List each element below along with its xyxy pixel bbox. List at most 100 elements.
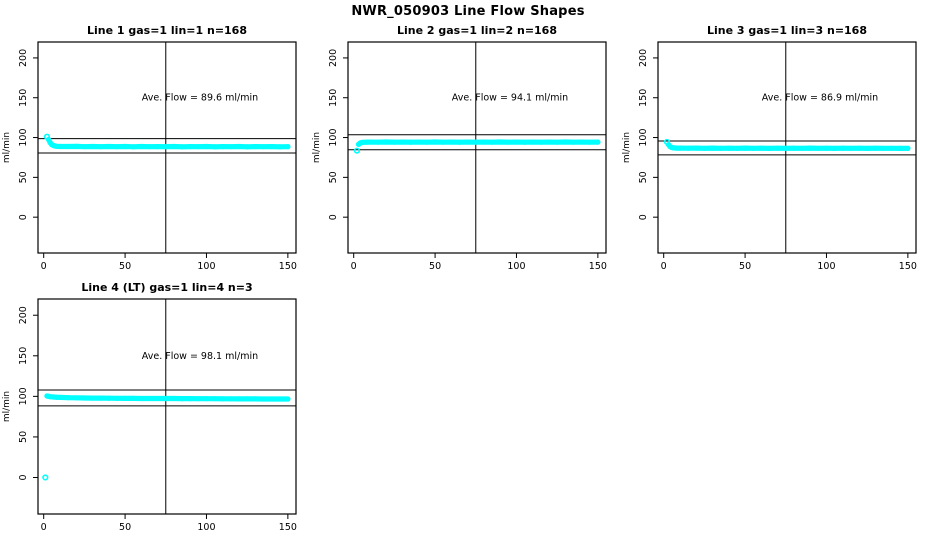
plot-2-data-point	[367, 139, 373, 145]
plot-2-data-point	[587, 139, 593, 145]
plot-1-data-point	[155, 144, 161, 150]
plot-3-data-point	[815, 145, 821, 151]
plot-3-avg-flow-annotation: Ave. Flow = 86.9 ml/min	[762, 93, 878, 104]
plot-4-data-point	[65, 395, 71, 401]
plot-4-data-point	[228, 396, 234, 402]
plot-4-data-point	[130, 395, 136, 401]
plot-2-data-point	[570, 139, 577, 145]
plot-3-data-point	[742, 145, 748, 151]
plot-2-outlier-point	[353, 147, 361, 154]
plot-4-data-point	[195, 396, 201, 402]
plot-4-x-tick-label: 0	[41, 522, 47, 533]
plot-4-data-point	[212, 396, 218, 402]
plot-1-avg-flow-annotation: Ave. Flow = 89.6 ml/min	[142, 93, 258, 104]
plot-3-data-point	[783, 145, 789, 151]
plot-3-data-point	[726, 145, 732, 151]
plot-2-y-tick-label: 200	[328, 49, 339, 67]
plot-1-data-point	[285, 144, 291, 150]
plot-3-data-point	[709, 145, 716, 151]
plot-2-data-point	[391, 139, 397, 145]
plot-1-data-point	[220, 144, 226, 150]
plot-4-data-point	[285, 396, 291, 402]
plot-1-outlier-point	[43, 133, 51, 140]
plot-4-data-point	[138, 395, 144, 402]
plot-1-x-tick-label: 150	[279, 261, 297, 272]
plot-2-y-tick-label: 150	[328, 89, 339, 107]
plot-3-data-point	[872, 145, 878, 151]
plot-2-data-point	[562, 139, 568, 145]
plot-3-x-tick-label: 100	[817, 261, 835, 272]
plot-2-data-point	[595, 139, 601, 145]
plot-1-data-point	[130, 144, 136, 150]
plot-4-data-point	[187, 396, 193, 402]
plot-1-data-point	[106, 143, 112, 150]
plot-1-y-tick-label: 50	[18, 171, 29, 183]
plot-2-data-point	[473, 139, 479, 145]
plot-2-data-point	[399, 139, 406, 145]
plot-3-x-tick-label: 0	[661, 261, 667, 272]
plot-3-title: Line 3 gas=1 lin=3 n=168	[707, 24, 867, 37]
plot-1-data-point	[268, 144, 275, 150]
plot-3-data-point	[750, 145, 756, 151]
plot-4-data-point	[146, 395, 153, 402]
plot-2-data-point	[513, 139, 520, 145]
plot-1-data-point	[89, 143, 96, 150]
plot-2-x-tick-label: 0	[351, 261, 357, 272]
plot-3-data-point	[685, 145, 691, 151]
plot-2-data-point	[416, 139, 422, 145]
plot-1-data-point	[195, 144, 201, 150]
plot-3-data-point	[693, 145, 699, 151]
plot-3-data-point	[823, 145, 830, 151]
plot-3-data-point	[888, 145, 895, 151]
plot-2-data-point	[465, 139, 471, 145]
plot-1-y-axis-label: ml/min	[2, 132, 12, 163]
plot-4-y-tick-label: 0	[18, 474, 29, 480]
plot-1-data-point	[171, 143, 177, 150]
plot-3-y-tick-label: 200	[638, 49, 649, 67]
plot-3-y-tick-label: 100	[638, 128, 649, 146]
plot-1-x-tick-label: 100	[197, 261, 215, 272]
plot-2-data-series	[356, 139, 601, 147]
plot-2-y-axis-label: ml/min	[312, 132, 322, 163]
plot-3-x-tick-label: 50	[739, 261, 751, 272]
plot-3-data-point	[766, 145, 773, 151]
plot-4-y-tick-label: 50	[18, 431, 29, 443]
plot-2-y-tick-label: 50	[328, 171, 339, 183]
plot-4-data-point	[89, 395, 96, 401]
plot-3-data-point	[799, 145, 805, 151]
plot-1-data-point	[260, 144, 267, 150]
plot-2-data-point	[383, 139, 389, 145]
plot-4-data-point	[171, 395, 177, 402]
figure-title: NWR_050903 Line Flow Shapes	[351, 4, 585, 19]
plot-1-data-point	[236, 143, 242, 150]
plot-3-box	[657, 41, 917, 254]
plot-4-y-tick-label: 200	[18, 306, 29, 324]
plot-2-data-point	[578, 139, 585, 145]
plot-2-data-point	[505, 139, 511, 145]
plot-3-data-point	[775, 145, 781, 151]
plot-4-x-tick-label: 150	[279, 522, 297, 533]
plot-3-data-point	[807, 145, 813, 151]
plot-2-title: Line 2 gas=1 lin=2 n=168	[397, 24, 557, 37]
plot-1-data-point	[146, 144, 153, 150]
plot-1-x-tick-label: 50	[119, 261, 131, 272]
plot-4-data-point	[98, 395, 104, 401]
plot-4-data-point	[179, 396, 185, 402]
plot-3-data-point	[832, 145, 838, 151]
plot-3-y-axis-label: ml/min	[622, 132, 632, 163]
plot-2-data-point	[522, 139, 528, 145]
plot-2-data-point	[375, 139, 381, 145]
plot-2-data-point	[408, 139, 414, 145]
plot-4-data-point	[155, 395, 161, 402]
plot-3-data-point	[701, 145, 707, 151]
plot-1-data-point	[138, 143, 144, 150]
plot-1-data-point	[73, 143, 79, 149]
plot-4-data-series	[44, 393, 291, 402]
plot-2-data-point	[538, 139, 544, 145]
plot-4-data-point	[277, 396, 283, 402]
plot-3-data-series	[665, 142, 911, 151]
plot-2-avg-flow-annotation: Ave. Flow = 94.1 ml/min	[452, 93, 568, 104]
plot-4-data-point	[57, 394, 63, 401]
plot-4-data-point	[122, 395, 128, 401]
